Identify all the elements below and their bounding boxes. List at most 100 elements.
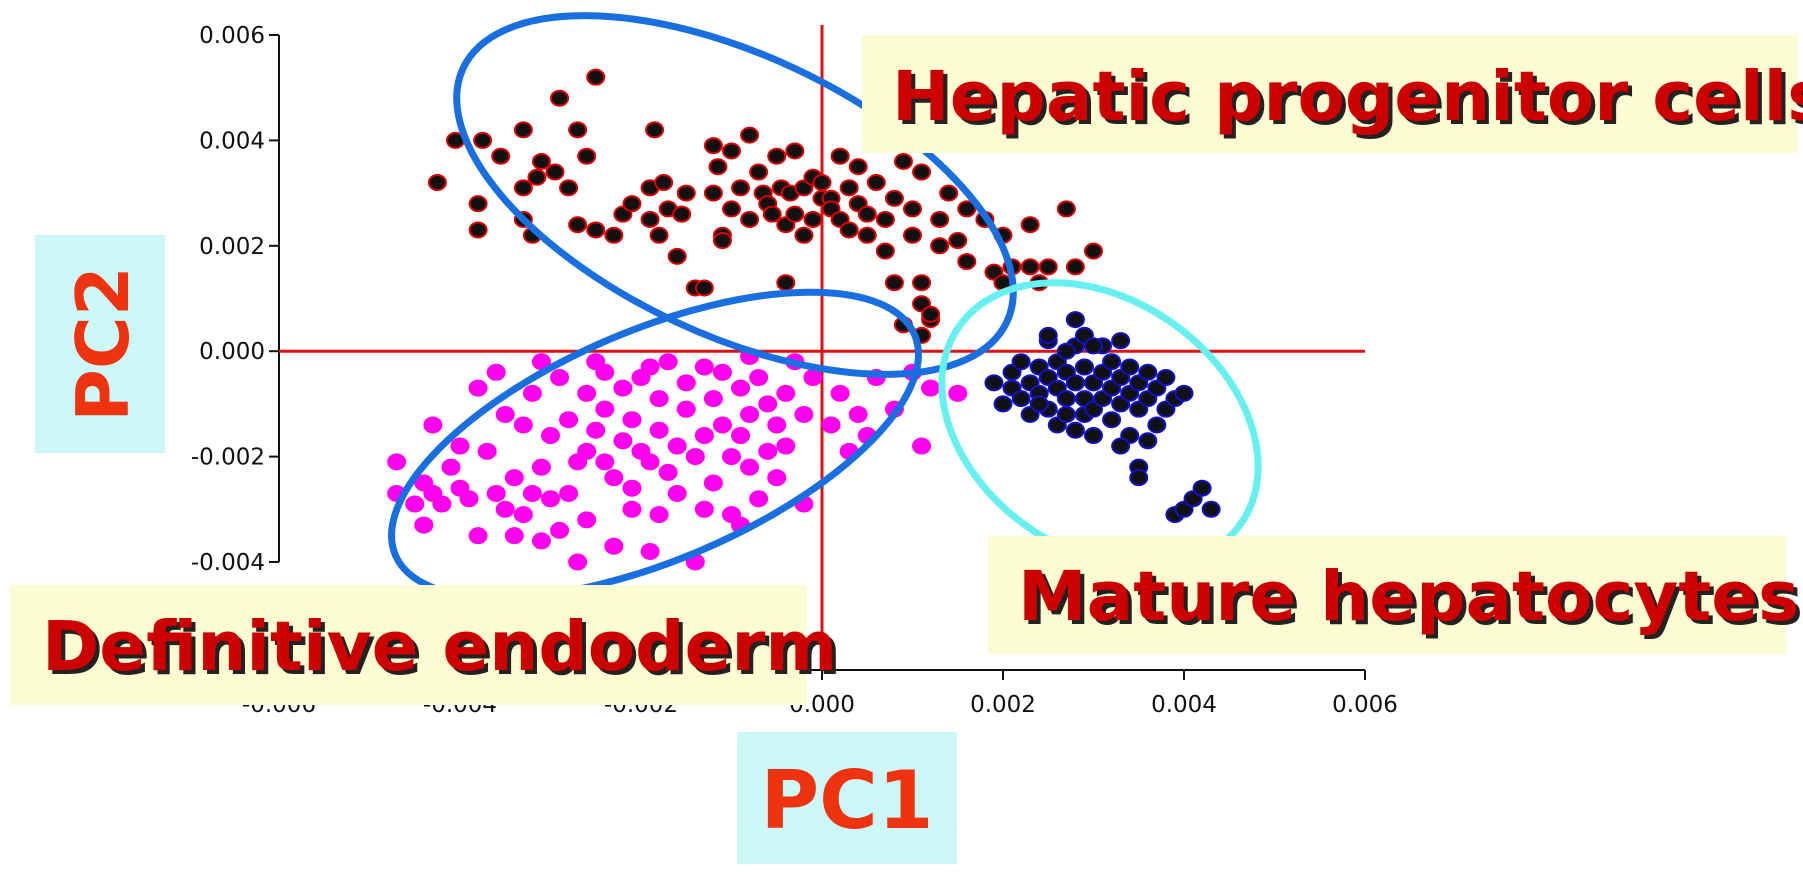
data-point — [1020, 216, 1040, 234]
y-tick-marks — [269, 34, 279, 563]
data-point — [1102, 411, 1122, 429]
data-point — [712, 416, 732, 434]
data-point — [1056, 200, 1076, 218]
data-point — [821, 416, 841, 434]
data-point — [1084, 337, 1103, 355]
data-point — [604, 469, 624, 487]
data-point — [912, 437, 932, 455]
data-point — [1020, 258, 1040, 276]
data-point — [722, 200, 741, 218]
data-point — [1174, 384, 1194, 402]
data-point — [595, 363, 615, 381]
data-point — [568, 216, 588, 234]
data-point — [550, 369, 570, 387]
data-point — [948, 232, 968, 250]
data-point — [649, 421, 669, 439]
data-point — [839, 221, 859, 239]
data-point — [957, 253, 977, 271]
data-point — [984, 374, 1004, 392]
data-point — [884, 189, 904, 207]
data-point — [468, 379, 488, 397]
data-point — [622, 195, 642, 213]
y-tick-labels: 0.006 0.004 0.002 0.000 -0.002 -0.004 — [191, 23, 265, 576]
data-point — [1074, 358, 1094, 376]
data-point — [676, 374, 696, 392]
data-point — [568, 553, 588, 571]
data-point — [545, 163, 565, 181]
progenitor-label-box — [862, 35, 1797, 153]
data-point — [848, 405, 868, 423]
data-point — [903, 226, 922, 244]
pc1-label-box — [737, 732, 957, 864]
data-point — [703, 184, 723, 202]
data-point — [857, 226, 877, 244]
data-point — [468, 527, 488, 545]
data-point — [473, 131, 493, 149]
data-point — [1065, 374, 1085, 392]
data-point — [531, 458, 551, 476]
data-point — [486, 484, 506, 502]
data-point — [758, 442, 778, 460]
data-point — [495, 500, 515, 518]
data-point — [559, 411, 579, 429]
data-point — [468, 195, 488, 213]
data-point — [930, 210, 950, 228]
data-point — [884, 274, 904, 292]
data-point — [1011, 390, 1031, 408]
data-point — [1120, 358, 1140, 376]
data-point — [604, 226, 624, 244]
data-point — [912, 163, 932, 181]
data-point — [622, 479, 642, 497]
data-point — [803, 369, 823, 387]
y-axis-title: PC2 — [61, 266, 145, 422]
data-point — [785, 205, 805, 223]
data-point — [740, 458, 760, 476]
data-point — [993, 395, 1013, 413]
data-point — [595, 400, 615, 418]
data-point — [486, 363, 506, 381]
data-point — [586, 68, 606, 86]
data-point — [830, 147, 850, 165]
data-point — [893, 152, 913, 170]
data-point — [749, 369, 769, 387]
hepatocyte-label: Mature hepatocytes — [1018, 557, 1799, 637]
data-point — [477, 442, 497, 460]
data-point — [577, 442, 597, 460]
data-point — [694, 500, 714, 518]
y-tick-label: 0.004 — [199, 128, 265, 154]
data-point — [649, 506, 669, 524]
endoderm-ellipse — [388, 288, 922, 602]
data-point — [513, 179, 533, 197]
data-point — [577, 147, 597, 165]
data-point — [1129, 469, 1149, 487]
data-point — [1056, 405, 1076, 423]
data-point — [667, 247, 687, 265]
data-point — [694, 279, 714, 297]
progenitor-ellipse — [453, 12, 1017, 378]
data-point — [1084, 427, 1103, 445]
data-point — [667, 437, 687, 455]
data-point — [550, 89, 570, 107]
data-point — [1065, 258, 1085, 276]
data-point — [531, 532, 551, 550]
data-point — [912, 274, 932, 292]
data-point — [703, 390, 723, 408]
x-tick-label: 0.002 — [970, 692, 1036, 718]
data-point — [550, 521, 570, 539]
data-point — [577, 384, 597, 402]
data-point — [504, 469, 524, 487]
data-point — [658, 353, 678, 371]
data-point — [513, 506, 533, 524]
data-point — [586, 221, 606, 239]
data-point — [839, 179, 859, 197]
data-point — [1201, 500, 1221, 518]
pc2-label-box — [35, 235, 165, 453]
data-point — [568, 121, 588, 139]
x-tick-label: 0.006 — [1332, 692, 1398, 718]
data-point — [875, 242, 895, 260]
data-point — [450, 437, 470, 455]
y-tick-label: -0.004 — [191, 550, 265, 576]
data-point — [1065, 421, 1085, 439]
endoderm-label-box — [10, 585, 807, 705]
data-point — [694, 427, 714, 445]
